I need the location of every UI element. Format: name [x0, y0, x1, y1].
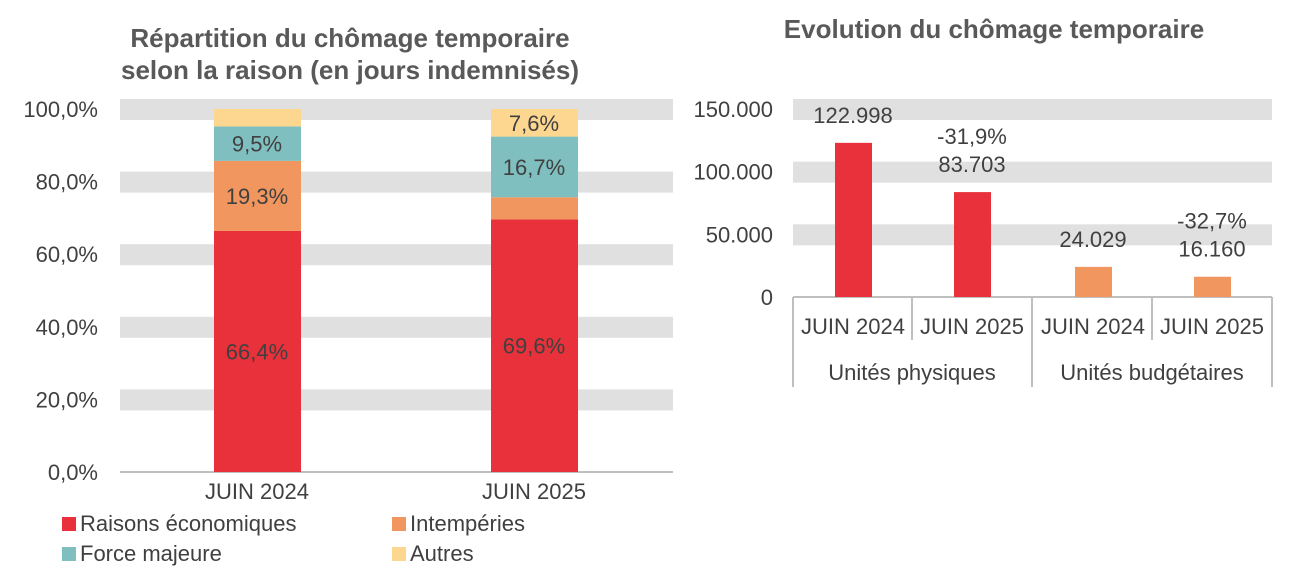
legend-swatch [62, 517, 76, 531]
y-tick-label: 40,0% [36, 315, 98, 340]
chart-title: selon la raison (en jours indemnisés) [121, 55, 579, 85]
y-tick-label: 150.000 [693, 97, 773, 122]
y-tick-label: 100.000 [693, 160, 773, 185]
x-tick-label: JUIN 2025 [920, 314, 1024, 339]
y-tick-label: 100,0% [23, 97, 98, 122]
change-label: -32,7% [1177, 209, 1247, 234]
data-label: 83.703 [938, 152, 1005, 177]
bar [1194, 276, 1231, 297]
legend-label: Force majeure [80, 541, 222, 566]
data-label: 19,3% [226, 184, 288, 209]
legend-label: Raisons économiques [80, 511, 296, 536]
legend-swatch [392, 547, 406, 561]
data-label: 7,6% [509, 111, 559, 136]
y-tick-label: 60,0% [36, 242, 98, 267]
legend-label: Intempéries [410, 511, 525, 536]
group-label: Unités budgétaires [1060, 360, 1243, 385]
x-tick-label: JUIN 2025 [1160, 314, 1264, 339]
legend-swatch [62, 547, 76, 561]
gridline [120, 316, 673, 338]
y-tick-label: 20,0% [36, 387, 98, 412]
gridline [793, 224, 1272, 246]
data-label: 16.160 [1178, 237, 1245, 262]
bar-segment [214, 160, 301, 231]
x-tick-label: JUIN 2024 [801, 314, 905, 339]
gridline [120, 244, 673, 266]
change-label: -31,9% [937, 124, 1007, 149]
bar-segment [491, 219, 578, 472]
gridline [120, 99, 673, 120]
data-label: 16,7% [503, 155, 565, 180]
bar-segment [214, 109, 301, 127]
gridline [120, 171, 673, 193]
data-label: 9,5% [232, 132, 282, 157]
legend-swatch [392, 517, 406, 531]
chart-title: Evolution du chômage temporaire [784, 14, 1204, 44]
data-label: 69,6% [503, 334, 565, 359]
bar-segment [214, 126, 301, 161]
chart-title: Répartition du chômage temporaire [130, 23, 569, 53]
bar-segment [491, 136, 578, 198]
bar [954, 192, 991, 297]
y-tick-label: 80,0% [36, 170, 98, 195]
y-tick-label: 0 [761, 285, 773, 310]
gridline [793, 99, 1272, 120]
bar-segment [491, 197, 578, 220]
group-label: Unités physiques [828, 360, 996, 385]
bar [1075, 266, 1112, 297]
x-tick-label: JUIN 2024 [1041, 314, 1145, 339]
y-tick-label: 0,0% [48, 460, 98, 485]
x-tick-label: JUIN 2025 [482, 479, 586, 504]
data-label: 24.029 [1059, 227, 1126, 252]
data-label: 66,4% [226, 339, 288, 364]
bar-segment [214, 230, 301, 472]
x-tick-label: JUIN 2024 [205, 479, 309, 504]
y-tick-label: 50.000 [706, 222, 773, 247]
data-label: 122.998 [813, 103, 893, 128]
bar [835, 142, 872, 297]
gridline [120, 389, 673, 411]
bar-segment [491, 109, 578, 137]
gridline [793, 161, 1272, 183]
legend-label: Autres [410, 541, 474, 566]
